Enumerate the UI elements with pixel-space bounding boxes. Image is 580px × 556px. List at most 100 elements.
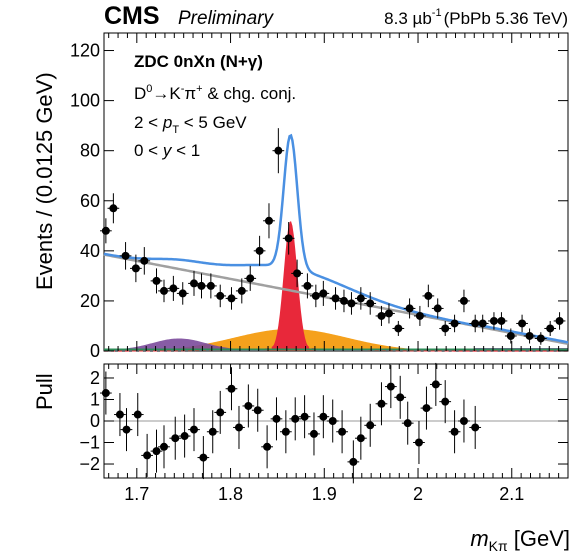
x-tick-label: 2.1 (499, 484, 524, 504)
data-marker (536, 334, 545, 343)
pull-point (270, 397, 283, 441)
legend-line-pt: 2 < pT < 5 GeV (134, 113, 247, 136)
pull-marker (441, 397, 450, 406)
data-marker (255, 246, 264, 255)
data-point (523, 328, 536, 344)
pull-point (394, 375, 407, 419)
pull-point (242, 384, 255, 428)
pull-marker (199, 453, 208, 462)
data-point (338, 289, 350, 313)
y-tick-label: 1 (90, 389, 100, 409)
pull-marker (122, 425, 131, 434)
preliminary-label: Preliminary (178, 8, 275, 29)
pull-point (233, 405, 245, 449)
pull-point (214, 390, 227, 434)
data-marker (109, 204, 118, 213)
pull-point (375, 382, 388, 426)
data-point (439, 320, 452, 336)
data-point (403, 298, 416, 319)
data-point (244, 265, 257, 291)
pull-marker (377, 399, 386, 408)
pull-marker (300, 412, 309, 421)
data-marker (152, 276, 161, 285)
pull-marker (349, 457, 358, 466)
data-point (476, 314, 489, 333)
data-point (458, 289, 470, 313)
y-tick-label: 0 (90, 411, 100, 431)
data-point (167, 275, 180, 301)
pull-marker (227, 384, 236, 393)
data-marker (101, 226, 110, 235)
data-point (516, 314, 528, 333)
pull-marker (180, 432, 189, 441)
data-marker (347, 299, 356, 308)
data-marker (169, 284, 178, 293)
pull-data-points (100, 362, 482, 484)
data-point (107, 193, 120, 224)
pull-point (439, 380, 452, 424)
data-marker (506, 331, 515, 340)
data-marker (227, 294, 236, 303)
data-marker (319, 289, 328, 298)
data-marker (189, 279, 198, 288)
pull-marker (115, 410, 124, 419)
pull-point (458, 399, 470, 443)
pull-point (279, 410, 292, 454)
data-marker (459, 296, 468, 305)
data-point (263, 203, 275, 239)
data-marker (546, 324, 555, 333)
data-point (205, 273, 217, 299)
pull-marker (328, 417, 337, 425)
data-marker (377, 311, 386, 320)
data-point (544, 320, 557, 336)
data-marker (303, 281, 312, 290)
luminosity-label: 8.3 µb-1 (PbPb 5.36 TeV) (384, 7, 568, 28)
data-point (188, 270, 200, 296)
data-marker (246, 274, 255, 283)
data-point (448, 314, 461, 333)
data-point (364, 292, 377, 315)
pull-marker (396, 393, 405, 402)
pull-point (188, 408, 200, 452)
pull-point (100, 371, 112, 415)
data-point (225, 287, 238, 310)
data-marker (384, 309, 393, 318)
y-tick-label: 0 (90, 341, 100, 361)
pull-point (158, 425, 170, 469)
data-marker (284, 234, 293, 243)
pull-point (225, 367, 238, 411)
data-marker (366, 299, 375, 308)
pull-marker (450, 427, 459, 436)
pull-marker (159, 442, 168, 451)
x-tick-label: 1.9 (312, 484, 337, 504)
data-marker (555, 316, 564, 325)
pull-marker (366, 421, 375, 430)
y-tick-label: 20 (80, 291, 100, 311)
data-marker (159, 286, 168, 295)
pull-marker (309, 429, 318, 438)
data-marker (471, 319, 480, 328)
data-marker (441, 324, 450, 333)
y-tick-label: 60 (80, 191, 100, 211)
data-marker (264, 216, 273, 225)
pull-point (448, 410, 461, 454)
pull-point (178, 414, 191, 458)
data-point (375, 305, 388, 326)
misid-component-area (104, 328, 568, 351)
data-point (282, 222, 295, 255)
pull-marker (459, 417, 468, 425)
data-point (383, 303, 395, 324)
data-point (495, 312, 508, 330)
y-axis-title: Events / (0.0125 GeV) (32, 72, 57, 290)
data-marker (450, 319, 459, 328)
pull-point (131, 393, 144, 437)
pull-marker (234, 423, 243, 432)
pull-marker (133, 410, 142, 419)
data-point (100, 218, 112, 244)
pull-marker (189, 425, 198, 434)
x-tick-label: 1.7 (124, 484, 149, 504)
x-axis-title: mKπ [GeV] (470, 526, 570, 554)
pull-marker (253, 406, 262, 415)
data-marker (216, 291, 225, 300)
